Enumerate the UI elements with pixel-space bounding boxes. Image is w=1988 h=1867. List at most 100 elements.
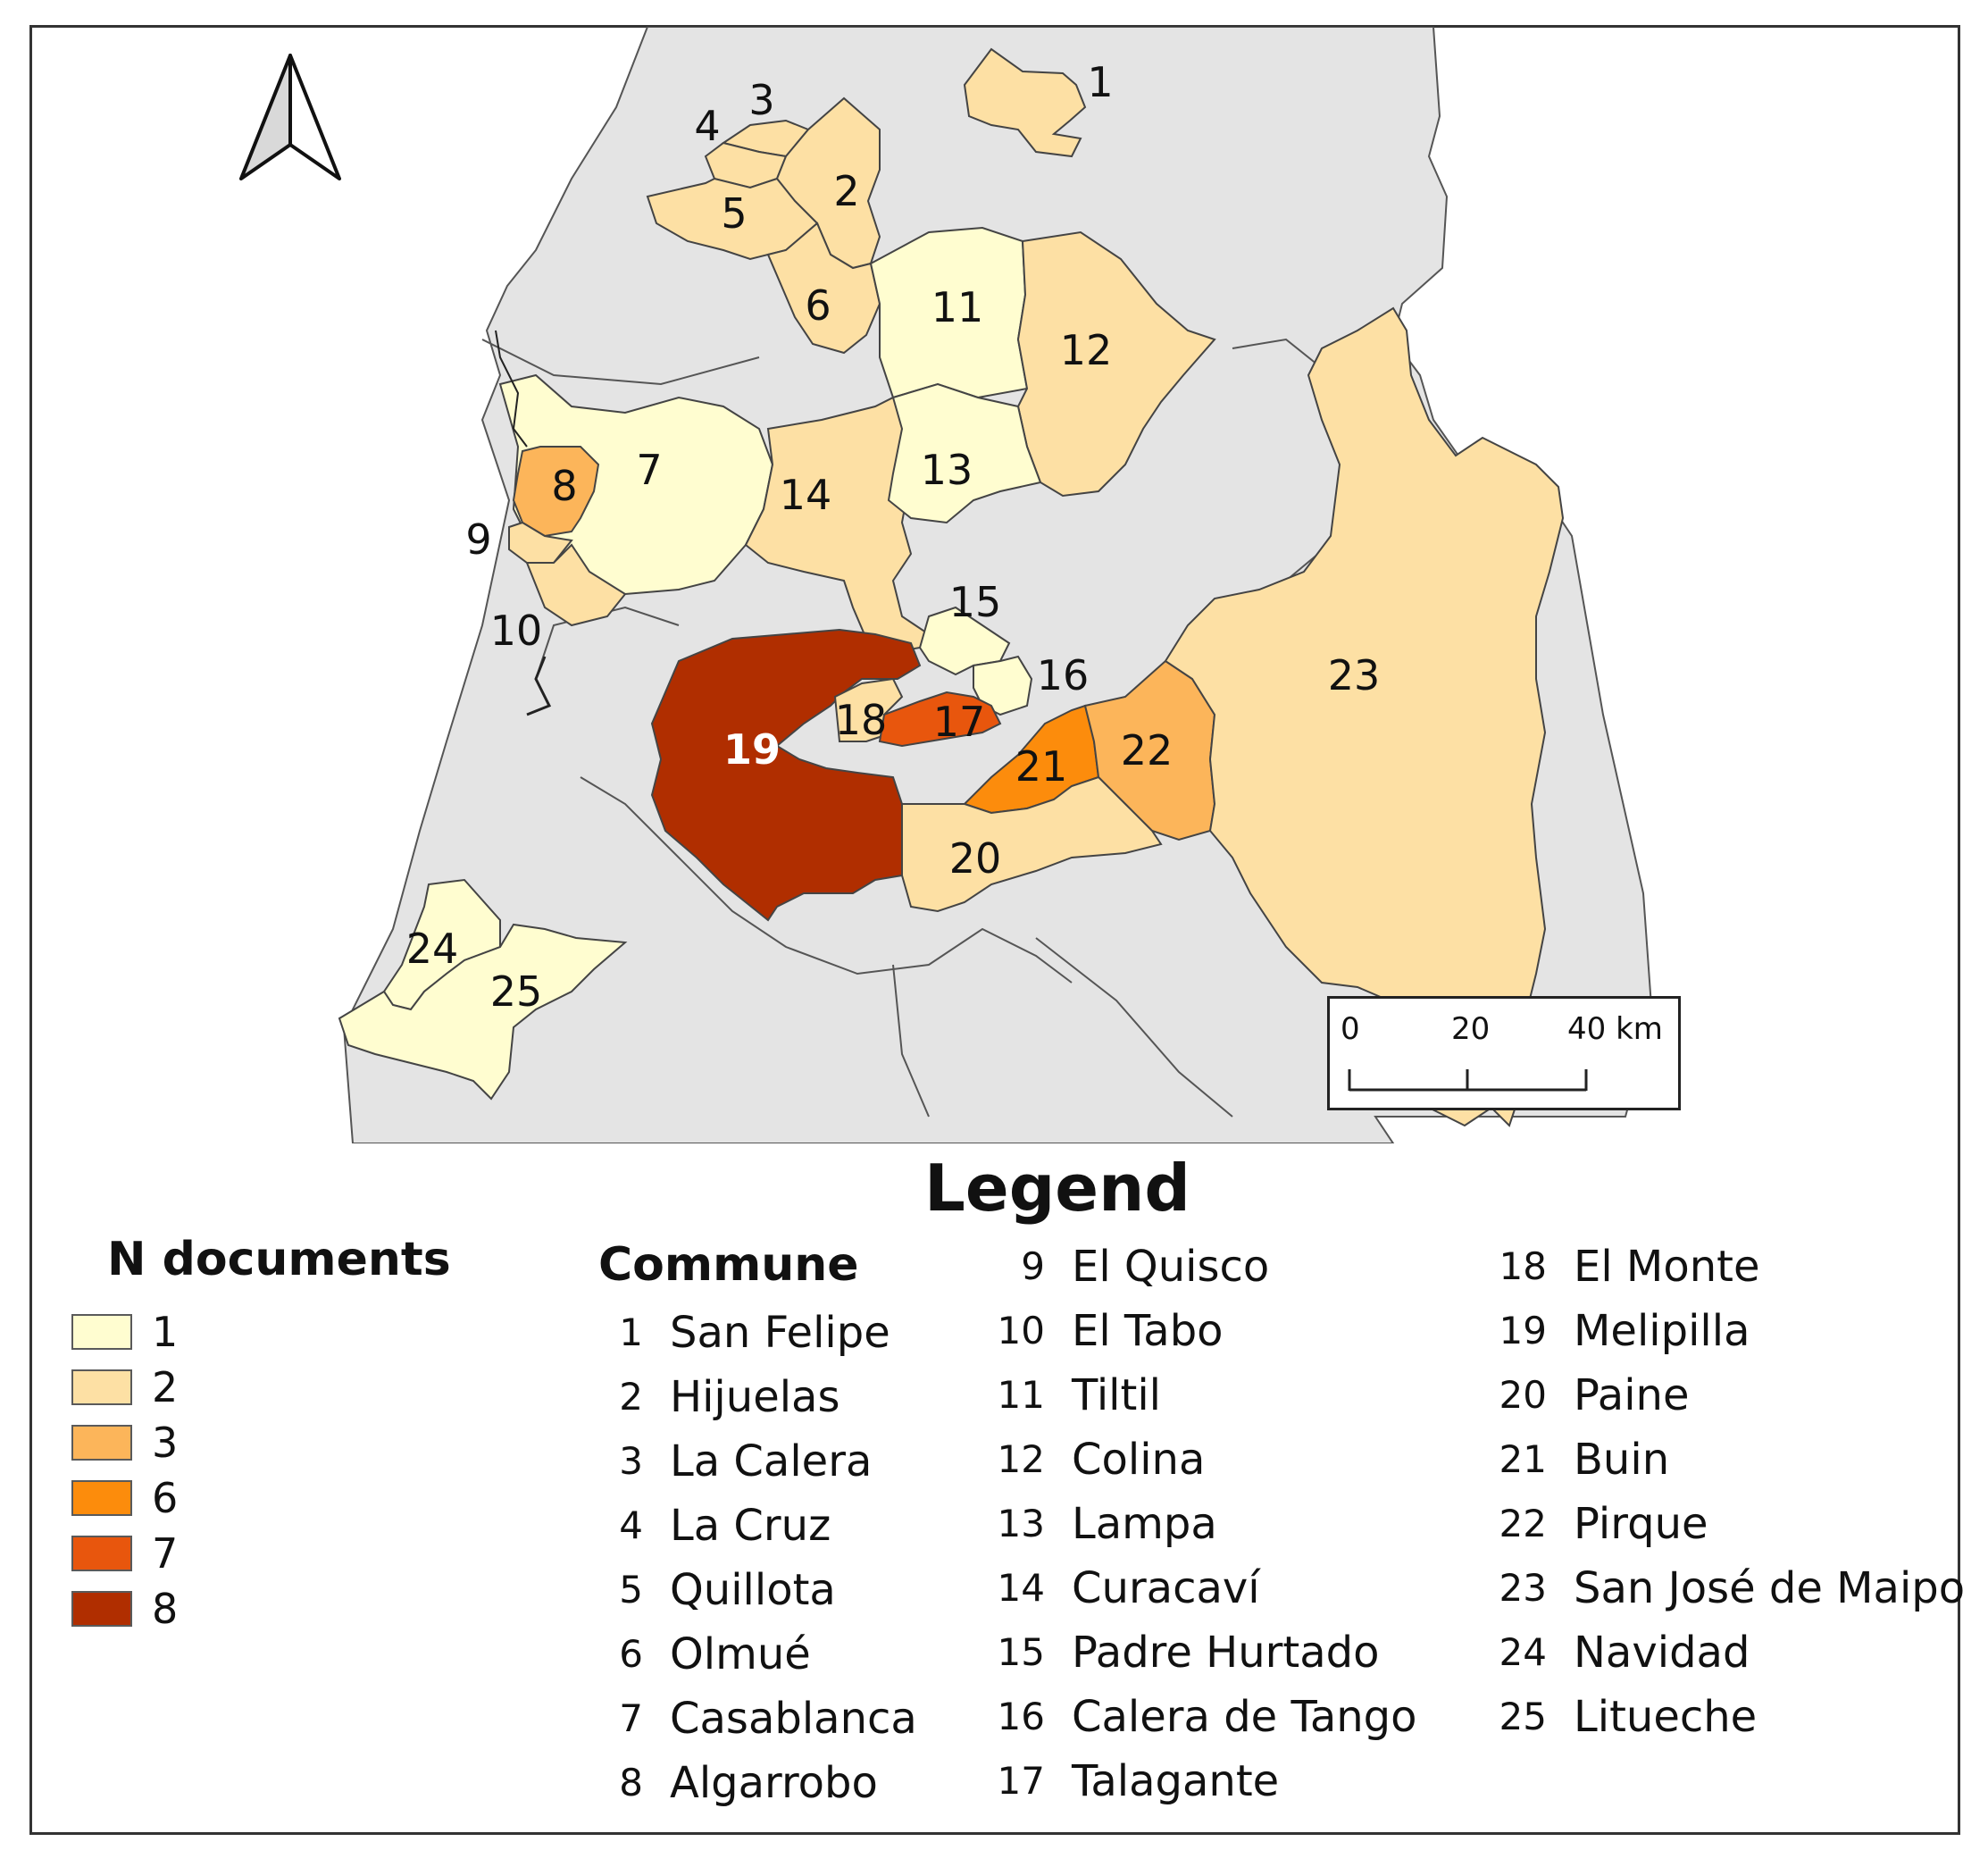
commune-legend-item: 16 Calera de Tango	[991, 1690, 1417, 1744]
commune-name: Quillota	[670, 1565, 836, 1615]
commune-region-12[interactable]	[1016, 230, 1216, 498]
commune-name: Algarrobo	[670, 1758, 878, 1808]
commune-region-23[interactable]	[1164, 306, 1565, 1127]
commune-legend-item: 10 El Tabo	[991, 1304, 1224, 1358]
commune-number: 3	[619, 1439, 643, 1483]
commune-number: 9	[1021, 1244, 1045, 1288]
commune-legend-item: 3 La Calera	[589, 1435, 872, 1488]
scale-bar: 0 20 40 km	[1327, 996, 1681, 1110]
commune-number: 12	[997, 1437, 1045, 1481]
commune-name: Casablanca	[670, 1694, 917, 1744]
commune-region-8[interactable]	[512, 446, 600, 538]
commune-region-10[interactable]	[525, 543, 627, 627]
legend-swatch-label: 1	[152, 1308, 179, 1356]
background-boundary-5	[1035, 937, 1233, 1118]
commune-label-16: 16	[1037, 651, 1090, 699]
commune-label-10: 10	[490, 607, 543, 655]
commune-label-17: 17	[933, 698, 986, 746]
n-documents-class-2: 2	[71, 1362, 178, 1412]
commune-region-9[interactable]	[508, 521, 573, 564]
legend-swatch-label: 6	[152, 1474, 179, 1522]
commune-number: 11	[997, 1373, 1045, 1417]
commune-name: Olmué	[670, 1629, 811, 1679]
legend-swatch	[71, 1536, 132, 1571]
commune-number: 20	[1499, 1373, 1547, 1417]
commune-legend-item: 5 Quillota	[589, 1563, 836, 1617]
commune-name: Colina	[1072, 1435, 1206, 1485]
commune-label-4: 4	[694, 102, 720, 150]
coastline-detail	[495, 330, 528, 448]
commune-number: 22	[1499, 1502, 1547, 1545]
commune-legend-item: 19 Melipilla	[1493, 1304, 1750, 1358]
legend-swatch-label: 7	[152, 1529, 179, 1578]
commune-region-1[interactable]	[963, 47, 1087, 158]
legend-swatch-label: 3	[152, 1419, 179, 1467]
commune-label-2: 2	[833, 167, 859, 215]
commune-label-24: 24	[406, 925, 459, 973]
commune-label-23: 23	[1328, 651, 1381, 699]
commune-name: Talagante	[1072, 1756, 1280, 1806]
commune-legend-item: 18 El Monte	[1493, 1240, 1760, 1294]
commune-legend-item: 2 Hijuelas	[589, 1370, 839, 1424]
commune-legend-item: 22 Pirque	[1493, 1497, 1708, 1551]
commune-name: Paine	[1574, 1370, 1690, 1420]
commune-label-21: 21	[1015, 742, 1068, 791]
choropleth-map: 1 2 3 4 5 6 7 8 9 10 11 12 13 14 15 16 1…	[239, 27, 1654, 1143]
commune-label-8: 8	[551, 462, 577, 510]
scale-bar-line	[1348, 1069, 1588, 1092]
commune-label-11: 11	[931, 283, 984, 331]
commune-name: Padre Hurtado	[1072, 1628, 1380, 1678]
legend-swatch	[71, 1591, 132, 1627]
n-documents-title: N documents	[107, 1233, 451, 1286]
commune-number: 21	[1499, 1437, 1547, 1481]
commune-name: La Calera	[670, 1436, 873, 1486]
commune-name: San José de Maipo	[1574, 1563, 1966, 1613]
commune-legend-item: 13 Lampa	[991, 1497, 1217, 1551]
commune-name: Litueche	[1574, 1692, 1758, 1742]
commune-label-25: 25	[490, 967, 543, 1016]
legend-swatch-label: 8	[152, 1585, 179, 1633]
legend-swatch	[71, 1480, 132, 1516]
commune-number: 16	[997, 1695, 1045, 1738]
commune-number: 6	[619, 1632, 643, 1676]
commune-name: Lampa	[1072, 1499, 1217, 1549]
commune-legend-item: 25 Litueche	[1493, 1690, 1758, 1744]
river-detail	[526, 656, 552, 716]
legend-swatch-label: 2	[152, 1363, 179, 1411]
commune-region-17[interactable]	[878, 691, 1002, 748]
commune-legend-item: 8 Algarrobo	[589, 1756, 878, 1810]
commune-region-16[interactable]	[973, 655, 1033, 716]
background-boundary-2	[580, 776, 1073, 984]
commune-label-20: 20	[949, 834, 1002, 883]
commune-number: 25	[1499, 1695, 1547, 1738]
n-documents-class-6: 6	[71, 1473, 178, 1523]
commune-region-25[interactable]	[338, 923, 628, 1101]
commune-label-5: 5	[721, 189, 747, 238]
commune-legend-item: 12 Colina	[991, 1433, 1206, 1486]
commune-number: 8	[619, 1761, 643, 1804]
commune-legend-item: 17 Talagante	[991, 1754, 1280, 1808]
commune-number: 7	[619, 1696, 643, 1740]
legend-swatch	[71, 1369, 132, 1405]
commune-region-19[interactable]	[650, 628, 922, 922]
commune-region-13[interactable]	[887, 382, 1042, 524]
commune-number: 17	[997, 1759, 1045, 1803]
scale-label-0: 0	[1341, 1011, 1360, 1047]
commune-label-22: 22	[1121, 726, 1174, 774]
background-boundary-4	[481, 339, 760, 386]
commune-label-13: 13	[921, 446, 973, 494]
n-documents-class-7: 7	[71, 1528, 178, 1578]
commune-label-9: 9	[465, 515, 491, 564]
commune-label-12: 12	[1060, 326, 1113, 374]
commune-label-18: 18	[835, 696, 888, 744]
commune-legend-item: 6 Olmué	[589, 1628, 811, 1681]
commune-legend-item: 11 Tiltil	[991, 1369, 1161, 1422]
legend-swatch	[71, 1314, 132, 1350]
commune-legend-item: 9 El Quisco	[991, 1240, 1269, 1294]
commune-name: Pirque	[1574, 1499, 1708, 1549]
commune-region-20[interactable]	[901, 775, 1163, 913]
commune-label-19: 19	[723, 725, 781, 774]
commune-number: 19	[1499, 1309, 1547, 1352]
n-documents-class-8: 8	[71, 1584, 178, 1634]
